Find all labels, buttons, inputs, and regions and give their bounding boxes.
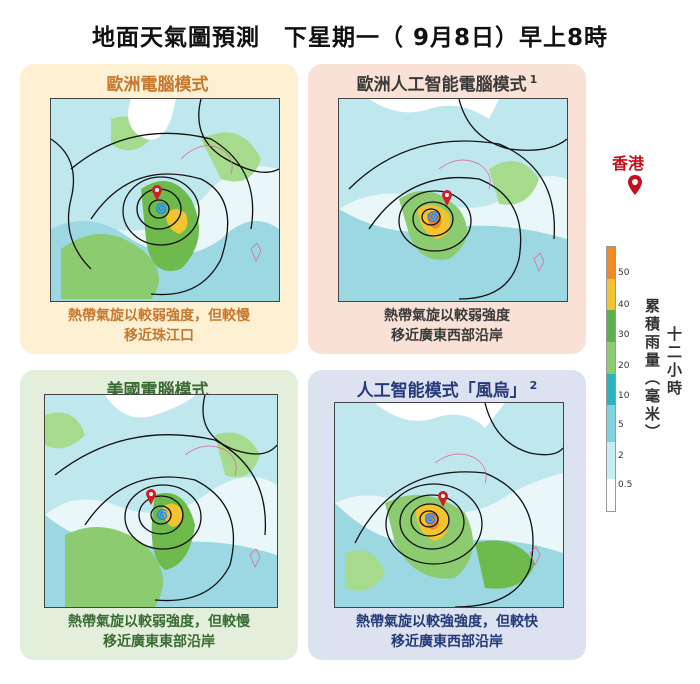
panel-ecmwf-ai: 歐洲人工智能電腦模式 1 🌀 bbox=[308, 64, 586, 354]
rainfall-colorbar bbox=[606, 246, 616, 512]
svg-text:🌀: 🌀 bbox=[424, 512, 436, 525]
panel-description: 熱帶氣旋以較弱強度，但較慢 移近廣東東部沿岸 bbox=[68, 614, 250, 650]
location-pin-icon bbox=[628, 175, 642, 195]
forecast-map: 🌀 bbox=[334, 402, 564, 608]
panel-title: 歐洲人工智能電腦模式 1 bbox=[356, 73, 538, 95]
svg-text:🌀: 🌀 bbox=[427, 210, 439, 223]
colorbar-title-line2: 累積雨量（毫米） bbox=[643, 298, 661, 442]
colorbar-title-line1: 十二小時 bbox=[665, 326, 683, 398]
panel-fengwu: 人工智能模式「風烏」 2 🌀 bbox=[308, 370, 586, 660]
panel-gfs: 美國電腦模式 🌀 bbox=[20, 370, 298, 660]
panel-title: 歐洲電腦模式 bbox=[106, 75, 209, 95]
colorbar-ticks: 50 40 30 20 10 5 2 0.5 bbox=[618, 268, 633, 490]
forecast-map: 🌀 bbox=[338, 98, 568, 302]
svg-text:🌀: 🌀 bbox=[155, 202, 167, 215]
forecast-map: 🌀 bbox=[44, 394, 278, 608]
panel-description: 熱帶氣旋以較強強度，但較快 移近廣東西部沿岸 bbox=[356, 614, 538, 650]
hong-kong-label: 香港 bbox=[612, 154, 645, 173]
panel-ecmwf: 歐洲電腦模式 🌀 bbox=[20, 64, 298, 354]
page-title: 地面天氣圖預測 下星期一（ 9月8日）早上8時 bbox=[91, 25, 609, 51]
panel-title: 人工智能模式「風烏」 2 bbox=[356, 379, 538, 401]
panel-description: 熱帶氣旋以較弱強度，但較慢 移近珠江口 bbox=[68, 308, 250, 344]
svg-text:🌀: 🌀 bbox=[156, 508, 168, 521]
panel-description: 熱帶氣旋以較弱強度 移近廣東西部沿岸 bbox=[384, 308, 510, 344]
forecast-map: 🌀 bbox=[50, 98, 280, 302]
